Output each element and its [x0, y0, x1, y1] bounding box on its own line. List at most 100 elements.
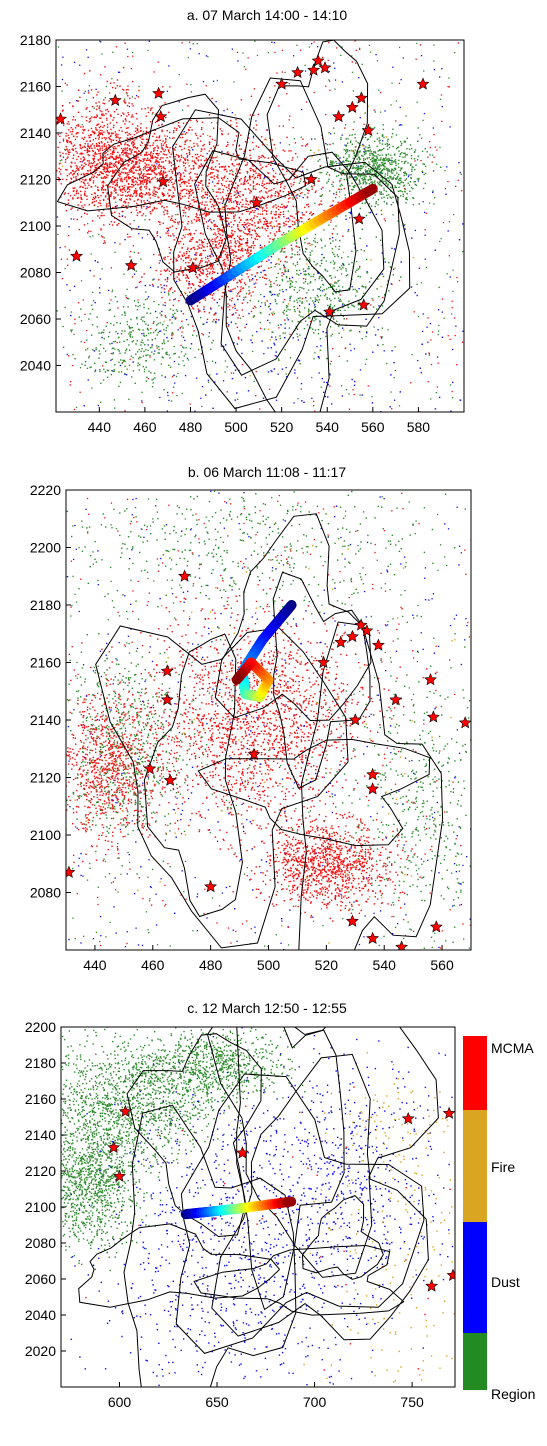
source-dot-mcma: [237, 175, 239, 178]
source-dot-mcma: [185, 140, 187, 142]
source-dot-mcma: [193, 330, 195, 332]
source-dot-mcma: [72, 187, 74, 189]
source-dot-mcma: [253, 114, 255, 116]
source-dot-mcma: [98, 150, 100, 152]
source-dot-mcma: [132, 145, 134, 147]
source-dot-mcma: [189, 119, 192, 122]
source-dot-region: [384, 168, 386, 171]
background-dot: [181, 325, 183, 328]
source-dot-mcma: [272, 170, 275, 172]
background-dot: [136, 286, 138, 288]
source-dot-mcma: [169, 288, 171, 291]
source-dot-mcma: [207, 208, 210, 210]
source-dot-region: [403, 184, 406, 186]
background-dot: [171, 392, 174, 394]
source-dot-mcma: [145, 208, 148, 210]
source-dot-mcma: [273, 144, 275, 146]
source-dot-mcma: [267, 235, 269, 237]
background-dot: [256, 54, 259, 57]
source-dot-mcma: [162, 140, 164, 142]
source-dot-mcma: [109, 122, 112, 124]
source-dot-mcma: [197, 159, 200, 161]
background-dot: [329, 374, 331, 376]
source-dot-mcma: [91, 174, 94, 176]
source-dot-mcma: [245, 223, 248, 225]
source-dot-mcma: [112, 86, 114, 89]
source-dot-mcma: [138, 162, 141, 164]
source-dot-mcma: [94, 147, 96, 149]
source-dot-mcma: [141, 276, 143, 278]
source-dot-mcma: [139, 173, 141, 176]
background-dot: [393, 377, 395, 379]
source-dot-mcma: [291, 249, 293, 251]
source-dot-mcma: [219, 245, 222, 247]
source-dot-mcma: [275, 217, 277, 219]
source-dot-mcma: [210, 167, 212, 170]
background-dot: [268, 190, 270, 192]
background-dot: [296, 251, 299, 253]
source-dot-mcma: [178, 179, 180, 182]
background-dot: [241, 363, 244, 366]
background-dot: [123, 98, 126, 100]
background-dot: [353, 393, 355, 396]
background-dot: [126, 152, 128, 154]
background-dot: [58, 180, 60, 182]
source-dot-mcma: [183, 147, 186, 150]
source-dot-mcma: [99, 152, 102, 155]
background-dot: [301, 212, 303, 214]
background-dot: [111, 78, 113, 80]
source-dot-mcma: [261, 260, 263, 263]
source-dot-mcma: [72, 197, 74, 199]
source-dot-mcma: [105, 162, 107, 164]
source-dot-mcma: [246, 234, 249, 236]
source-dot-region: [405, 197, 407, 200]
source-dot-mcma: [128, 102, 130, 104]
source-dot-region: [395, 162, 397, 164]
source-dot-mcma: [76, 158, 78, 161]
source-dot-mcma: [256, 279, 258, 281]
source-dot-mcma: [209, 173, 212, 175]
source-dot-mcma: [102, 191, 105, 194]
source-dot-mcma: [283, 174, 285, 176]
source-dot-region: [397, 175, 399, 178]
source-dot-mcma: [184, 158, 186, 160]
source-dot-mcma: [145, 164, 148, 166]
source-dot-mcma: [188, 250, 191, 253]
source-dot-mcma: [143, 176, 145, 178]
source-dot-mcma: [200, 128, 203, 131]
source-dot-mcma: [97, 174, 99, 176]
source-dot-region: [391, 163, 393, 165]
source-dot-region: [362, 155, 364, 157]
source-dot-mcma: [208, 195, 211, 197]
source-dot-mcma: [243, 224, 245, 226]
background-dot: [101, 215, 103, 217]
background-dot: [181, 42, 183, 44]
source-dot-mcma: [311, 213, 314, 215]
source-dot-mcma: [158, 163, 161, 166]
background-dot: [300, 388, 302, 390]
source-dot-mcma: [149, 181, 151, 183]
source-dot-mcma: [194, 154, 197, 156]
source-dot-mcma: [230, 300, 233, 302]
background-dot: [433, 44, 435, 46]
source-dot-mcma: [115, 189, 117, 192]
background-dot: [164, 135, 166, 137]
background-dot: [442, 221, 445, 224]
source-dot-mcma: [133, 190, 135, 192]
source-dot-mcma: [182, 161, 185, 163]
source-dot-mcma: [112, 172, 114, 174]
source-dot-mcma: [185, 274, 188, 276]
source-dot-mcma: [112, 206, 114, 209]
source-dot-mcma: [219, 188, 221, 190]
background-dot: [110, 359, 112, 361]
source-dot-mcma: [258, 157, 260, 160]
source-dot-region: [379, 163, 381, 166]
background-dot: [433, 156, 435, 158]
source-dot-mcma: [124, 205, 127, 207]
source-dot-mcma: [215, 201, 218, 203]
background-dot: [441, 311, 443, 313]
source-dot-mcma: [236, 309, 238, 311]
source-dot-region: [349, 141, 352, 144]
source-dot-mcma: [105, 113, 107, 115]
background-dot: [424, 211, 426, 213]
